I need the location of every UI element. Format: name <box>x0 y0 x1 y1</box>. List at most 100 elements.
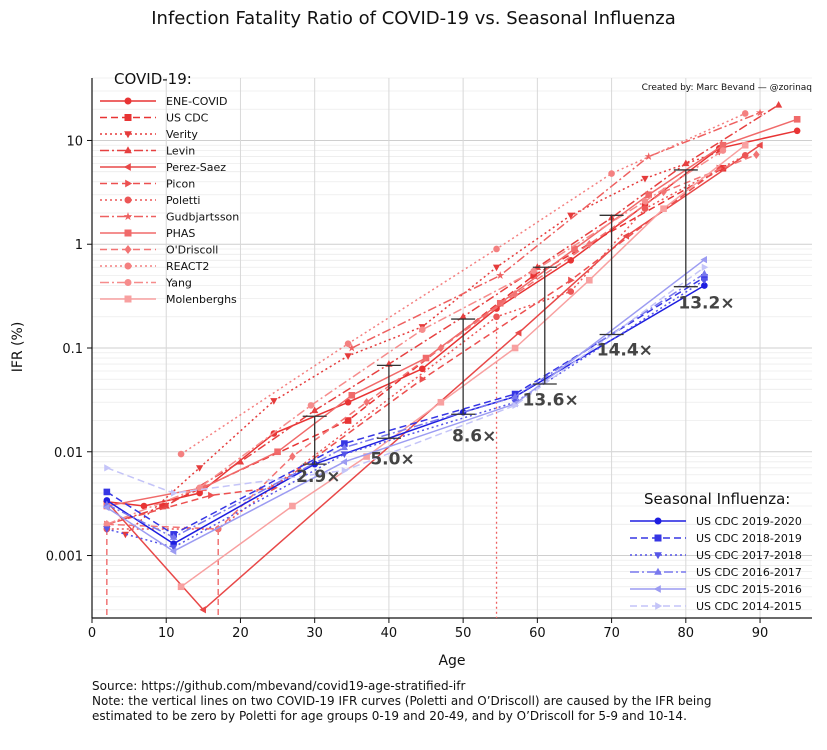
data-point <box>169 547 177 555</box>
data-point <box>422 354 430 362</box>
data-point <box>419 365 426 373</box>
x-tick-label: 90 <box>752 626 769 641</box>
legend-entry: ENE-COVID <box>100 95 227 108</box>
legend-label: Verity <box>166 128 198 141</box>
legend-marker <box>124 114 132 121</box>
zero-drop-lines <box>106 316 498 618</box>
data-point <box>641 175 649 183</box>
data-point <box>347 343 356 352</box>
data-point <box>289 452 296 461</box>
flu-series-us-cdc-2016-2017 <box>103 269 709 540</box>
legend-label: US CDC 2018-2019 <box>696 532 802 545</box>
legend-marker <box>653 585 661 593</box>
data-point <box>344 417 352 424</box>
legend-marker <box>654 534 662 542</box>
legend-label: Perez-Saez <box>166 161 226 174</box>
legend-marker <box>124 97 132 105</box>
data-point <box>496 299 504 307</box>
covid-legend: COVID-19: ENE-COVID US CDC Verity Levin Perez… <box>100 70 239 306</box>
ratio-label: 5.0× <box>370 450 414 470</box>
legend-marker <box>654 552 662 560</box>
legends: COVID-19: ENE-COVID US CDC Verity Levin Perez… <box>100 70 802 613</box>
data-point <box>741 151 749 159</box>
data-point <box>533 263 541 270</box>
legend-entry: Verity <box>100 128 198 141</box>
legend-entry: Perez-Saez <box>100 161 226 174</box>
data-point <box>701 274 708 281</box>
data-point <box>641 197 649 205</box>
data-point <box>236 457 245 465</box>
data-point <box>493 313 500 321</box>
legend-entry: REACT2 <box>100 260 209 273</box>
y-axis-label: IFR (%) <box>10 322 26 373</box>
data-point <box>719 141 727 149</box>
legend-label: US CDC 2016-2017 <box>696 566 802 579</box>
data-point <box>622 232 630 240</box>
data-point <box>700 269 709 277</box>
data-point <box>171 489 178 497</box>
data-point <box>270 398 278 405</box>
legend-label: O'Driscoll <box>166 244 218 257</box>
ratio-bar: 2.9× <box>296 415 340 487</box>
legend-marker <box>654 517 662 525</box>
data-point <box>492 264 501 272</box>
data-point <box>363 453 370 460</box>
series-line <box>106 167 720 526</box>
x-axis-label: Age <box>438 653 465 669</box>
series-line <box>106 276 705 536</box>
legend-entry: US CDC 2017-2018 <box>630 549 802 562</box>
legend-marker <box>124 279 132 286</box>
data-point <box>177 450 185 458</box>
data-point <box>512 401 520 409</box>
ratio-label: 2.9× <box>296 467 340 487</box>
legend-entry: PHAS <box>100 227 195 240</box>
data-point <box>344 340 352 348</box>
flu-series-us-cdc-2015-2016 <box>102 256 708 555</box>
data-point <box>755 108 765 117</box>
legend-marker <box>655 602 663 610</box>
legend-marker <box>124 295 132 303</box>
data-point <box>341 466 349 475</box>
data-point <box>199 606 206 614</box>
data-point <box>170 544 178 552</box>
x-tick-label: 0 <box>88 626 96 641</box>
data-point <box>608 170 615 177</box>
legend-marker <box>123 211 133 221</box>
flu-series-us-cdc-2017-2018 <box>103 277 709 552</box>
series-line <box>351 112 761 349</box>
flu-series-us-cdc-2018-2019 <box>103 274 708 538</box>
data-point <box>641 205 649 213</box>
legend-entry: US CDC 2015-2016 <box>630 583 802 596</box>
data-point <box>196 489 203 497</box>
data-point <box>530 272 537 279</box>
data-point <box>459 312 467 320</box>
grid-layer <box>91 77 812 618</box>
legend-label: Molenberghs <box>166 293 237 306</box>
legend-entry: US CDC <box>100 112 209 125</box>
ratio-bar: 8.6× <box>451 318 496 447</box>
data-point <box>530 267 537 275</box>
covid-series-react2 <box>177 110 749 458</box>
data-point <box>567 212 575 220</box>
legend-entry: Picon <box>100 178 195 191</box>
legend-label: REACT2 <box>166 260 209 273</box>
ratio-bar: 13.2× <box>673 169 735 314</box>
data-point <box>103 520 111 528</box>
data-point <box>344 398 352 406</box>
series-line <box>106 104 780 526</box>
series-line <box>106 279 705 549</box>
data-point <box>162 502 170 509</box>
data-point <box>419 375 427 383</box>
footnote-note-line2: estimated to be zero by Poletti for age … <box>92 709 687 723</box>
data-point <box>340 451 349 459</box>
data-point <box>104 464 111 472</box>
covid-series-gudbjartsson <box>347 108 765 352</box>
legend-marker <box>124 146 132 154</box>
data-point <box>102 503 110 512</box>
legend-label: US CDC 2014-2015 <box>696 600 802 613</box>
ratio-bar: 14.4× <box>597 214 653 360</box>
ratio-bars: 2.9× 5.0× 8.6× 13.6× 14.4× 13.2× <box>296 169 735 487</box>
x-tick-label: 50 <box>455 626 472 641</box>
data-point <box>700 277 709 285</box>
data-point <box>177 583 185 591</box>
